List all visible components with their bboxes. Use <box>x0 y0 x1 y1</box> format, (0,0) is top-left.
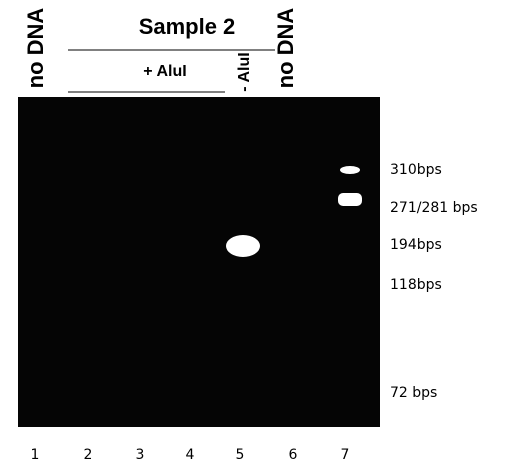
size-marker: 118bps <box>390 277 442 293</box>
lane-number: 7 <box>341 447 350 463</box>
figure: no DNA Sample 2 + AluI - AluI no DNA 310… <box>0 0 506 469</box>
lane-number: 2 <box>84 447 93 463</box>
lane-header: no DNA <box>23 8 48 89</box>
band <box>338 193 362 206</box>
enzyme-label: - AluI <box>236 52 253 91</box>
gel <box>18 97 380 427</box>
size-marker: 310bps <box>390 162 442 178</box>
lane-number: 3 <box>136 447 145 463</box>
size-marker: 194bps <box>390 237 442 253</box>
lane-header: no DNA <box>273 8 298 89</box>
band <box>340 166 360 174</box>
sample-title: Sample 2 <box>139 14 236 39</box>
lane-number: 1 <box>31 447 40 463</box>
lane-number: 5 <box>236 447 245 463</box>
enzyme-label: + AluI <box>143 63 186 80</box>
lane-number: 6 <box>289 447 298 463</box>
size-marker: 271/281 bps <box>390 200 478 216</box>
lane-number: 4 <box>186 447 195 463</box>
size-marker: 72 bps <box>390 385 437 401</box>
band <box>226 235 260 257</box>
